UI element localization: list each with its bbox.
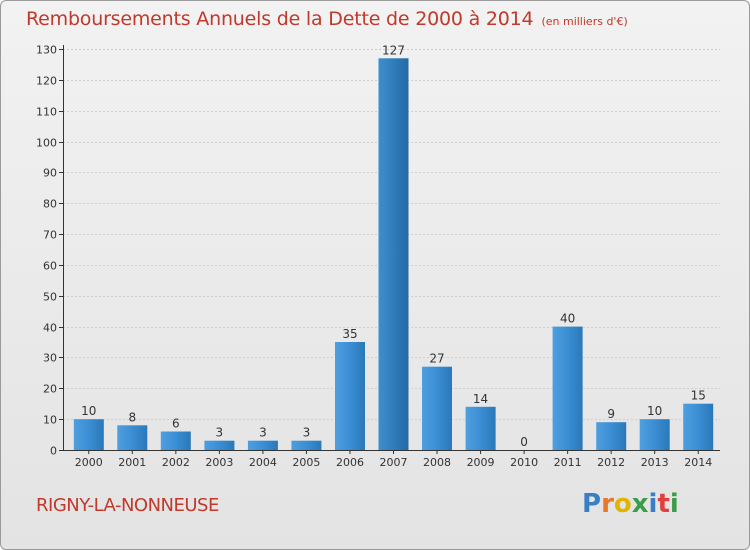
x-tick-label-2006: 2006 [336, 456, 364, 469]
y-tick-label: 30 [43, 352, 57, 365]
data-label-2006: 35 [342, 327, 357, 341]
logo-letter: r [601, 489, 614, 519]
y-tick-label: 40 [43, 322, 57, 335]
x-tick-label-2002: 2002 [162, 456, 190, 469]
y-tick-label: 60 [43, 260, 57, 273]
x-tick-label-2001: 2001 [118, 456, 146, 469]
x-tick-label-2012: 2012 [597, 456, 625, 469]
data-label-2010: 0 [520, 435, 528, 449]
x-tick-labels: 2000 2001 2002 2003 2004 2005 2006 2007 2008 2009… [75, 456, 712, 469]
x-tick-label-2004: 2004 [249, 456, 277, 469]
x-tick-label-2000: 2000 [75, 456, 103, 469]
axes [59, 45, 720, 454]
bar-2002 [160, 431, 191, 450]
y-tick-label: 100 [36, 137, 57, 150]
data-label-2011: 40 [560, 312, 575, 326]
y-tick-label: 110 [36, 106, 57, 119]
x-tick-label-2013: 2013 [641, 456, 669, 469]
data-label-2000: 10 [81, 404, 96, 418]
data-label-2012: 9 [607, 407, 615, 421]
x-tick-label-2014: 2014 [684, 456, 712, 469]
bar-2005 [291, 440, 322, 450]
x-tick-label-2009: 2009 [467, 456, 495, 469]
y-tick-label: 90 [43, 167, 57, 180]
logo-letter: t [657, 489, 670, 519]
y-tick-label: 0 [50, 445, 57, 458]
bar-2001 [117, 425, 148, 450]
logo-letter: P [582, 489, 602, 519]
bar-2009 [465, 406, 496, 450]
bar-2013 [639, 419, 670, 450]
y-tick-label: 10 [43, 414, 57, 427]
chart-title-unit: (en milliers d'€) [541, 15, 628, 28]
x-tick-label-2011: 2011 [554, 456, 582, 469]
logo-letter: i [648, 489, 658, 519]
bar-2014 [683, 403, 714, 450]
x-tick-label-2003: 2003 [205, 456, 233, 469]
data-label-2003: 3 [216, 426, 224, 440]
y-tick-labels: 0 10 20 30 40 50 60 70 80 90 100 110 120 130 [36, 44, 57, 458]
chart-title-main: Remboursements Annuels de la Dette de 20… [26, 8, 534, 30]
y-tick-label: 120 [36, 75, 57, 88]
data-label-2009: 14 [473, 392, 488, 406]
logo-letter: x [631, 489, 649, 519]
y-tick-label: 20 [43, 383, 57, 396]
bar-2000 [73, 419, 104, 450]
x-tick-label-2008: 2008 [423, 456, 451, 469]
data-label-2014: 15 [691, 389, 706, 403]
data-label-2002: 6 [172, 417, 180, 431]
bar-2011 [552, 326, 583, 450]
y-tick-label: 50 [43, 291, 57, 304]
x-tick-label-2007: 2007 [380, 456, 408, 469]
data-label-2005: 3 [303, 426, 311, 440]
bar-2008 [422, 366, 452, 450]
proxiti-logo[interactable]: Proxiti [582, 489, 679, 519]
data-label-2001: 8 [128, 410, 136, 424]
y-tick-label: 80 [43, 198, 57, 211]
bar-2004 [247, 440, 278, 450]
chart-title: Remboursements Annuels de la Dette de 20… [26, 8, 628, 30]
x-tick-label-2010: 2010 [510, 456, 538, 469]
y-tick-label: 130 [36, 44, 57, 57]
bar-2012 [596, 422, 627, 450]
x-tick-label-2005: 2005 [292, 456, 320, 469]
y-tick-label: 70 [43, 229, 57, 242]
bars [73, 58, 714, 451]
data-labels: 10 8 6 3 3 3 35 127 27 14 0 40 9 10 15 [81, 43, 706, 449]
commune-name: RIGNY-LA-NONNEUSE [36, 495, 219, 516]
bar-2003 [204, 440, 235, 450]
data-label-2004: 3 [259, 426, 267, 440]
logo-letter: i [669, 489, 679, 519]
data-label-2008: 27 [429, 352, 444, 366]
data-label-2007: 127 [382, 43, 405, 57]
data-label-2013: 10 [647, 404, 662, 418]
bar-2007 [378, 58, 409, 451]
bar-2006 [335, 342, 365, 450]
logo-letter: o [613, 489, 632, 519]
